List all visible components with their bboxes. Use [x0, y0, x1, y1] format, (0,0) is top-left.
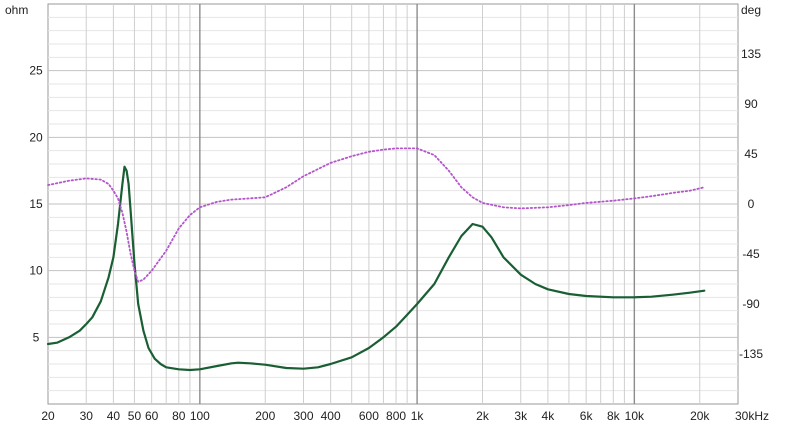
x-axis-unit-label: 30kHz: [735, 409, 769, 423]
right-axis-unit-label: deg: [741, 3, 761, 17]
right-y-tick-label: 45: [744, 147, 758, 161]
left-y-tick-label: 20: [29, 130, 43, 144]
right-y-tick-label: 0: [748, 197, 755, 211]
x-tick-label: 4k: [542, 409, 556, 423]
grid-layer: [47, 3, 739, 405]
x-tick-label: 8k: [607, 409, 621, 423]
right-y-tick-label: 90: [744, 97, 758, 111]
x-tick-label: 1k: [411, 409, 425, 423]
x-tick-label: 30: [80, 409, 94, 423]
x-tick-label: 6k: [580, 409, 594, 423]
right-y-tick-label: -90: [742, 297, 760, 311]
x-tick-label: 80: [172, 409, 186, 423]
x-tick-label: 800: [386, 409, 406, 423]
right-y-tick-label: -135: [739, 347, 763, 361]
left-y-tick-label: 5: [33, 330, 40, 344]
left-y-tick-label: 10: [29, 264, 43, 278]
left-y-tick-label: 15: [29, 197, 43, 211]
x-tick-label: 200: [255, 409, 275, 423]
x-tick-label: 100: [190, 409, 210, 423]
label-layer: ohm deg 30kHz 20 30 40 50 60 80 100 200 300 400 60…: [5, 3, 769, 423]
x-tick-label: 20: [41, 409, 55, 423]
x-tick-label: 400: [321, 409, 341, 423]
right-y-tick-label: -45: [742, 247, 760, 261]
x-tick-label: 300: [293, 409, 313, 423]
left-y-tick-label: 25: [29, 64, 43, 78]
x-tick-label: 2k: [476, 409, 490, 423]
x-tick-label: 3k: [514, 409, 528, 423]
x-tick-label: 10k: [625, 409, 645, 423]
left-axis-unit-label: ohm: [5, 3, 28, 17]
x-tick-label: 20k: [690, 409, 710, 423]
x-tick-label: 60: [145, 409, 159, 423]
right-y-tick-label: 135: [741, 47, 761, 61]
x-tick-label: 50: [128, 409, 142, 423]
series-layer: [46, 147, 706, 372]
impedance-phase-line: [47, 147, 706, 283]
x-tick-label: 40: [107, 409, 121, 423]
x-tick-label: 600: [359, 409, 379, 423]
